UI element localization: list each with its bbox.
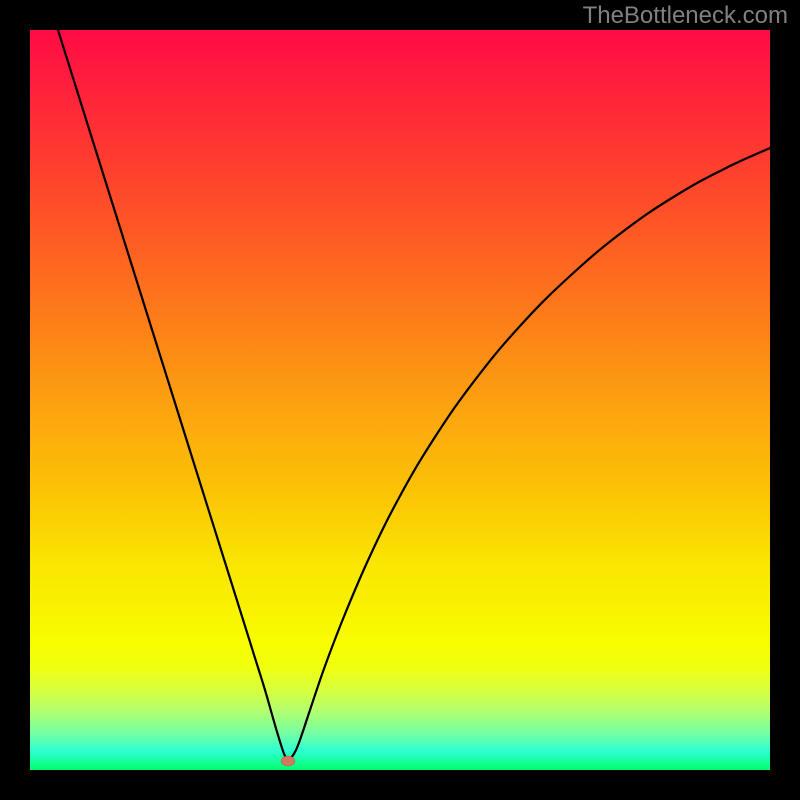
plot-area — [30, 30, 770, 770]
bottleneck-curve — [30, 30, 770, 770]
minimum-marker — [281, 756, 295, 766]
watermark-label: TheBottleneck.com — [583, 2, 788, 30]
